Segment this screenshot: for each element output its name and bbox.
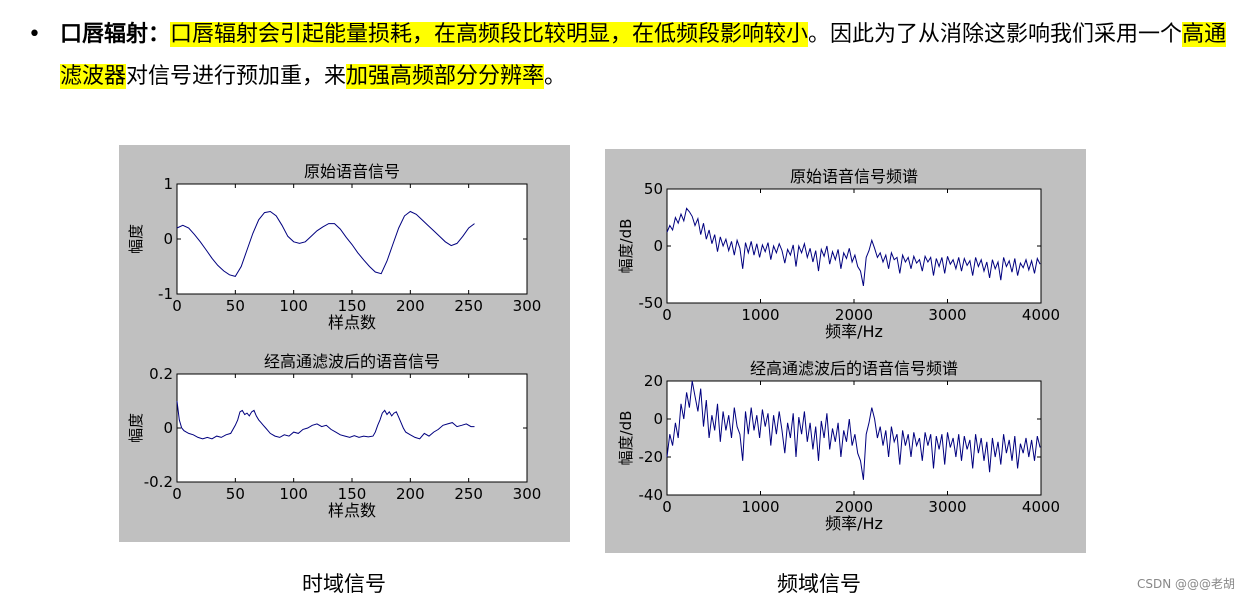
original-spectrum-xtick-label: 1000	[741, 306, 779, 324]
bullet-text: 口唇辐射：口唇辐射会引起能量损耗，在高频段比较明显，在低频段影响较小。因此为了从…	[60, 14, 1233, 98]
original-spectrum-xtick-label: 4000	[1022, 306, 1060, 324]
bullet-point: •	[28, 22, 41, 47]
filtered-signal-chart: 0 50 100 150 200 250 3000.20-0.2经高通滤波后的语音信号样点数…	[127, 352, 541, 520]
filtered-signal-ylabel: 幅度	[127, 413, 145, 443]
term-colon: ：	[148, 22, 171, 47]
original-signal-ytick-label: 0	[163, 230, 173, 248]
original-spectrum-xlabel: 频率/Hz	[825, 322, 883, 341]
original-spectrum-series-line	[666, 207, 1041, 286]
filtered-spectrum-ytick-label: 0	[653, 410, 663, 428]
watermark: CSDN @@@老胡	[1136, 577, 1235, 591]
filtered-spectrum-title: 经高通滤波后的语音信号频谱	[750, 359, 958, 378]
original-signal-ylabel: 幅度	[127, 224, 145, 254]
filtered-spectrum-ytick-label: -20	[639, 448, 664, 466]
filtered-spectrum-xtick-label: 2000	[835, 498, 873, 516]
original-signal-title: 原始语音信号	[304, 162, 400, 181]
time-domain-figure: 0 50 100 150 200 250 300 1 0 -1 原始语音信号 样点数 幅度 0 50 100 1…	[119, 145, 570, 542]
filtered-signal-ytick-label: -0.2	[144, 473, 173, 491]
filtered-spectrum-series-line	[666, 380, 1041, 480]
filtered-signal-xlabel: 样点数	[328, 501, 376, 520]
filtered-signal-xtick-label: 0	[172, 485, 182, 503]
highlight-text-1: 口唇辐射会引起能量损耗，在高频段比较明显，在低频段影响较小	[170, 22, 809, 47]
original-spectrum-ytick-label: 50	[644, 180, 663, 198]
filtered-spectrum-xtick-label: 4000	[1022, 498, 1060, 516]
original-signal-xtick-label: 300	[513, 297, 542, 315]
body-text-2: 对信号进行预加重，来	[126, 64, 347, 89]
original-spectrum-xtick-label: 3000	[928, 306, 966, 324]
caption-time-domain: 时域信号	[302, 572, 386, 596]
original-spectrum-chart: 0 1000 2000 3000 4000500-50原始语音信号频谱频率/Hz幅度/d…	[617, 167, 1060, 341]
original-signal-ytick-label: 1	[163, 175, 173, 193]
highlight-text-3: 加强高频部分分辨率	[346, 64, 545, 89]
original-signal-xtick-label: 250	[454, 297, 483, 315]
filtered-signal-plot-area	[176, 373, 528, 483]
body-text-3: 。	[544, 64, 567, 89]
original-signal-series-line	[176, 210, 475, 277]
filtered-spectrum-xtick-label: 0	[662, 498, 672, 516]
original-signal-ytick-label: -1	[158, 285, 173, 303]
caption-frequency-domain: 频域信号	[777, 572, 861, 596]
filtered-signal-xtick-label: 250	[454, 485, 483, 503]
filtered-spectrum-ytick-label: 20	[644, 372, 663, 390]
filtered-signal-ytick-label: 0.2	[149, 365, 173, 383]
frequency-domain-svg: 0 1000 2000 3000 4000500-50原始语音信号频谱频率/Hz幅度/d…	[617, 167, 1060, 533]
original-spectrum-ylabel: 幅度/dB	[617, 219, 635, 274]
filtered-signal-series-line	[176, 400, 475, 440]
original-spectrum-plot-area	[666, 188, 1042, 304]
original-spectrum-ytick-label: 0	[653, 237, 663, 255]
filtered-signal-xtick-label: 150	[338, 485, 367, 503]
body-text-1: 。因此为了从消除这影响我们采用一个	[808, 22, 1183, 47]
bullet-paragraph: • 口唇辐射：口唇辐射会引起能量损耗，在高频段比较明显，在低频段影响较小。因此为…	[28, 14, 1233, 98]
original-signal-xtick-label: 0	[172, 297, 182, 315]
filtered-spectrum-xtick-label: 1000	[741, 498, 779, 516]
original-spectrum-title: 原始语音信号频谱	[790, 167, 918, 186]
original-signal-xtick-label: 50	[226, 297, 245, 315]
original-signal-plot-area	[176, 183, 528, 295]
filtered-signal-xtick-label: 100	[279, 485, 308, 503]
filtered-signal-xtick-label: 300	[513, 485, 542, 503]
filtered-signal-title: 经高通滤波后的语音信号	[264, 352, 440, 371]
original-spectrum-xtick-label: 2000	[835, 306, 873, 324]
original-signal-xtick-label: 100	[279, 297, 308, 315]
filtered-signal-xtick-label: 50	[226, 485, 245, 503]
frequency-domain-figure: 0 1000 2000 3000 4000 50 0 -50 原始语音信号频谱 频率/Hz 幅度/d…	[605, 149, 1086, 553]
filtered-spectrum-xlabel: 频率/Hz	[825, 514, 883, 533]
filtered-spectrum-chart: 0 1000 2000 3000 4000 20 0 -20 -40 经高通滤波后的语音信号频谱频…	[617, 359, 1060, 533]
filtered-signal-ytick-label: 0	[163, 419, 173, 437]
filtered-spectrum-xtick-label: 3000	[928, 498, 966, 516]
original-signal-xtick-label: 200	[396, 297, 425, 315]
term-label: 口唇辐射	[60, 22, 149, 47]
original-signal-xtick-label: 150	[338, 297, 367, 315]
filtered-spectrum-ytick-label: -40	[639, 486, 664, 504]
original-signal-xlabel: 样点数	[328, 313, 376, 332]
filtered-spectrum-ylabel: 幅度/dB	[617, 411, 635, 466]
filtered-signal-xtick-label: 200	[396, 485, 425, 503]
original-spectrum-xtick-label: 0	[662, 306, 672, 324]
original-spectrum-ytick-label: -50	[639, 294, 664, 312]
